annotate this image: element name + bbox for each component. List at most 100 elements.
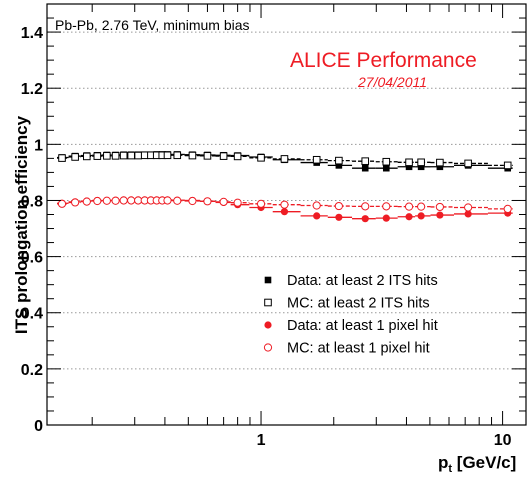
data-point bbox=[313, 212, 321, 220]
data-point bbox=[188, 151, 197, 160]
data-point bbox=[280, 208, 289, 216]
data-point bbox=[335, 162, 343, 169]
data-point bbox=[417, 163, 425, 171]
data-point bbox=[127, 151, 135, 160]
data-point bbox=[119, 151, 128, 160]
data-point bbox=[312, 201, 321, 210]
data-point bbox=[93, 196, 102, 206]
data-point bbox=[102, 196, 111, 205]
system-annotation: Pb-Pb, 2.76 TeV, minimum bias bbox=[55, 17, 250, 33]
data-point bbox=[382, 202, 391, 211]
data-point bbox=[111, 196, 120, 205]
data-point bbox=[417, 202, 426, 211]
data-point bbox=[233, 152, 242, 161]
data-point bbox=[219, 152, 228, 160]
data-point bbox=[103, 152, 111, 160]
data-point bbox=[82, 197, 91, 206]
data-point bbox=[280, 200, 289, 209]
data-point bbox=[335, 213, 343, 221]
series-3 bbox=[57, 196, 513, 213]
data-point bbox=[361, 202, 370, 211]
y-tick-label: 1.2 bbox=[21, 81, 43, 98]
data-point bbox=[111, 152, 120, 160]
data-point bbox=[140, 151, 149, 160]
data-point bbox=[256, 199, 266, 208]
series-layer bbox=[57, 151, 513, 223]
data-point bbox=[312, 155, 321, 164]
data-point bbox=[83, 152, 91, 161]
data-point bbox=[435, 202, 444, 212]
data-point bbox=[280, 155, 289, 163]
axis-tick-labels: 0 0.2 0.4 0.6 0.8 1 1.2 1.4 1 10 bbox=[21, 25, 512, 449]
data-point bbox=[417, 212, 425, 220]
x-tick-label: 10 bbox=[494, 432, 512, 449]
y-tick-label: 0.6 bbox=[21, 250, 43, 267]
data-point bbox=[233, 198, 242, 207]
x-axis-title-main: p bbox=[438, 453, 448, 472]
data-point bbox=[71, 198, 80, 207]
data-point bbox=[382, 157, 391, 166]
date-annotation: 27/04/2011 bbox=[357, 74, 427, 90]
data-point bbox=[361, 215, 369, 223]
y-tick-label: 1 bbox=[34, 137, 43, 154]
data-point bbox=[219, 197, 228, 206]
data-point bbox=[173, 196, 182, 205]
data-point bbox=[436, 211, 444, 219]
legend-label: Data: at least 2 ITS hits bbox=[287, 273, 438, 289]
y-tick-label: 0.4 bbox=[21, 306, 43, 323]
data-point bbox=[382, 164, 390, 172]
y-tick-label: 0.2 bbox=[21, 362, 43, 379]
data-point bbox=[417, 158, 425, 167]
data-point bbox=[464, 210, 472, 218]
data-point bbox=[71, 153, 79, 161]
legend-marker bbox=[264, 321, 272, 329]
data-point bbox=[503, 161, 512, 170]
data-point bbox=[58, 154, 66, 162]
legend-label: Data: at least 1 pixel hit bbox=[287, 318, 438, 334]
legend-marker bbox=[263, 343, 273, 352]
y-tick-label: 0 bbox=[34, 418, 43, 435]
data-point bbox=[404, 202, 414, 211]
data-point bbox=[93, 152, 102, 160]
data-point bbox=[334, 201, 343, 211]
y-axis-title: ITS prolongation efficiency bbox=[12, 115, 31, 334]
data-point bbox=[382, 214, 390, 222]
y-tick-label: 0.8 bbox=[21, 193, 43, 210]
data-point bbox=[163, 196, 172, 205]
series-1 bbox=[57, 151, 513, 170]
x-axis-title-unit: [GeV/c] bbox=[452, 453, 516, 472]
data-point bbox=[335, 156, 343, 165]
data-point bbox=[188, 196, 197, 206]
data-point bbox=[163, 151, 172, 160]
legend-label: MC: at least 2 ITS hits bbox=[287, 296, 430, 312]
data-point bbox=[405, 213, 413, 221]
data-point bbox=[203, 197, 212, 206]
y-tick-label: 1.4 bbox=[21, 25, 43, 42]
data-point bbox=[134, 151, 142, 160]
legend-marker bbox=[264, 276, 272, 284]
experiment-annotation: ALICE Performance bbox=[290, 49, 477, 72]
data-point bbox=[57, 199, 67, 208]
x-axis-title: pt [GeV/c] bbox=[438, 453, 516, 475]
legend-label: MC: at least 1 pixel hit bbox=[287, 341, 430, 357]
data-point bbox=[503, 204, 512, 213]
legend-marker bbox=[264, 298, 272, 307]
data-point bbox=[257, 154, 265, 162]
data-point bbox=[405, 163, 413, 171]
data-point bbox=[203, 152, 212, 160]
data-point bbox=[436, 158, 444, 167]
x-axis-title-sub: t bbox=[448, 463, 452, 475]
data-point bbox=[119, 196, 128, 205]
data-point bbox=[127, 196, 136, 205]
data-point bbox=[436, 163, 444, 171]
x-tick-label: 1 bbox=[257, 432, 266, 449]
axis-ticks bbox=[47, 4, 526, 426]
data-point bbox=[361, 157, 370, 165]
data-point bbox=[405, 158, 413, 167]
data-point bbox=[464, 159, 472, 168]
data-point bbox=[173, 151, 182, 160]
data-point bbox=[464, 203, 473, 212]
data-point bbox=[361, 164, 369, 172]
legend: Data: at least 2 ITS hits MC: at least 2 … bbox=[263, 273, 438, 357]
